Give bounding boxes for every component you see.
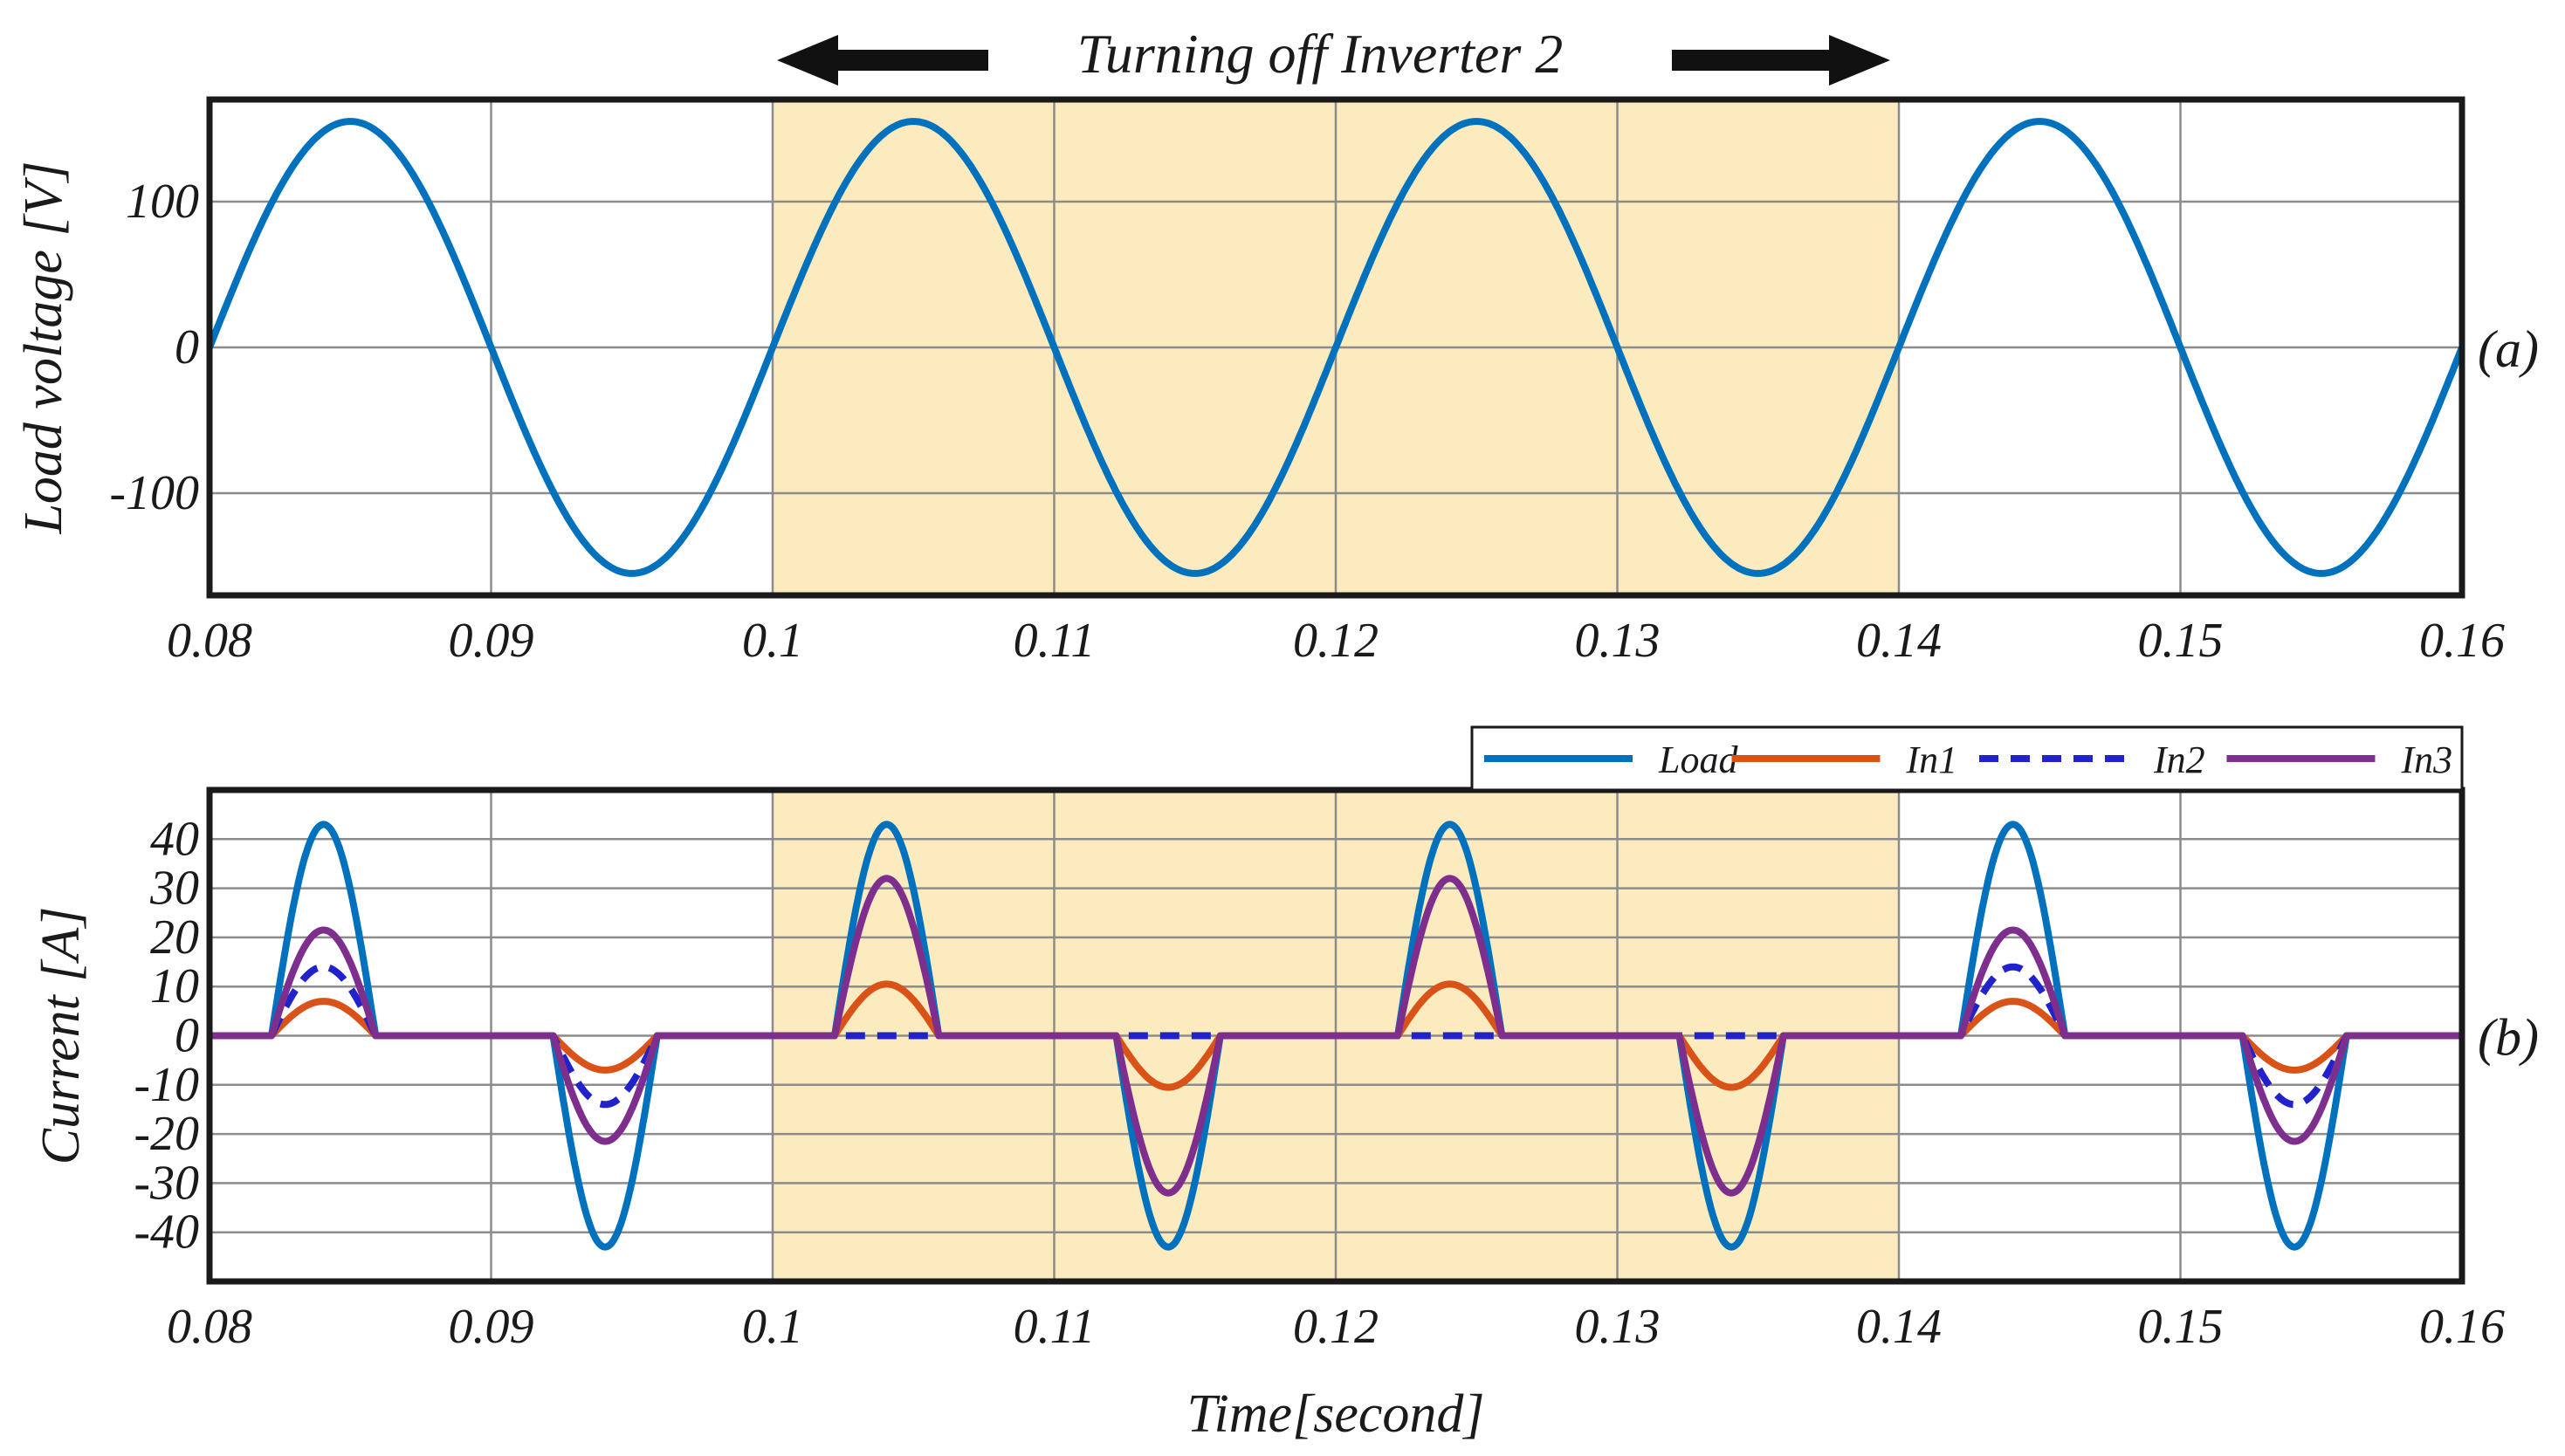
current-panel-label: (b)	[2478, 1009, 2539, 1067]
x-tick-label: 0.08	[167, 614, 252, 668]
voltage-panel: 0.08 0.09 0.1 0.11 0.12 0.13 0.14 0.15 0.16 -100…	[14, 23, 2539, 668]
annotation-text: Turning off Inverter 2	[1077, 23, 1563, 85]
x-tick-label: 0.09	[449, 1300, 534, 1354]
legend-label-in1: In1	[1906, 738, 1958, 781]
x-tick-label: 0.16	[2419, 1300, 2505, 1354]
current-plot-frame	[206, 786, 2465, 1285]
x-tick-label: 0.13	[1575, 1300, 1661, 1354]
y-tick-label: 10	[150, 959, 199, 1013]
arrow-right-icon	[1672, 35, 1890, 86]
voltage-line	[206, 118, 2465, 577]
voltage-panel-label: (a)	[2478, 320, 2539, 378]
voltage-plot-frame	[206, 96, 2465, 599]
x-tick-label: 0.14	[1856, 614, 1942, 668]
x-tick-label: 0.16	[2419, 614, 2505, 668]
voltage-x-tick-labels: 0.08 0.09 0.1 0.11 0.12 0.13 0.14 0.15 0.16	[167, 614, 2505, 668]
legend-items: Load In1 In2 In3	[1484, 738, 2452, 781]
x-tick-label: 0.11	[1014, 1300, 1096, 1354]
current-y-axis-label: Current [A]	[31, 907, 91, 1165]
voltage-y-axis-label: Load voltage [V]	[14, 161, 73, 534]
legend: Load In1 In2 In3	[1470, 725, 2464, 792]
y-tick-label: -30	[134, 1156, 199, 1210]
x-tick-label: 0.14	[1856, 1300, 1942, 1354]
y-tick-label: 0	[175, 320, 199, 374]
x-tick-label: 0.15	[2138, 614, 2224, 668]
y-tick-label: -20	[134, 1107, 199, 1161]
y-tick-label: 40	[150, 812, 199, 866]
x-tick-label: 0.1	[742, 1300, 803, 1354]
y-tick-label: 100	[126, 175, 199, 229]
voltage-series	[206, 118, 2465, 577]
y-tick-label: -100	[109, 466, 199, 520]
x-tick-label: 0.13	[1575, 614, 1661, 668]
x-tick-label: 0.09	[449, 614, 534, 668]
current-x-tick-labels: 0.08 0.09 0.1 0.11 0.12 0.13 0.14 0.15 0.16	[167, 1300, 2505, 1354]
x-tick-label: 0.11	[1014, 614, 1096, 668]
current-panel: 0.08 0.09 0.1 0.11 0.12 0.13 0.14 0.15 0.16 -40-…	[31, 725, 2539, 1444]
voltage-y-tick-labels: -100 0 100	[109, 175, 199, 520]
y-tick-label: -40	[134, 1205, 199, 1260]
x-tick-label: 0.08	[167, 1300, 252, 1354]
y-tick-label: 20	[150, 910, 199, 965]
x-tick-label: 0.12	[1293, 1300, 1379, 1354]
y-tick-label: 30	[149, 862, 199, 916]
x-tick-label: 0.12	[1293, 614, 1379, 668]
legend-label-load: Load	[1658, 738, 1738, 781]
arrow-left-icon	[777, 35, 988, 86]
y-tick-label: 0	[175, 1009, 199, 1063]
current-line-in3	[206, 875, 2465, 1197]
y-tick-label: -10	[134, 1058, 199, 1112]
x-tick-label: 0.1	[742, 614, 803, 668]
legend-label-in3: In3	[2401, 738, 2453, 781]
x-axis-label: Time[second]	[1187, 1384, 1485, 1444]
annotation: Turning off Inverter 2	[777, 23, 1890, 86]
legend-label-in2: In2	[2153, 738, 2205, 781]
x-tick-label: 0.15	[2138, 1300, 2224, 1354]
current-series	[206, 821, 2465, 1251]
